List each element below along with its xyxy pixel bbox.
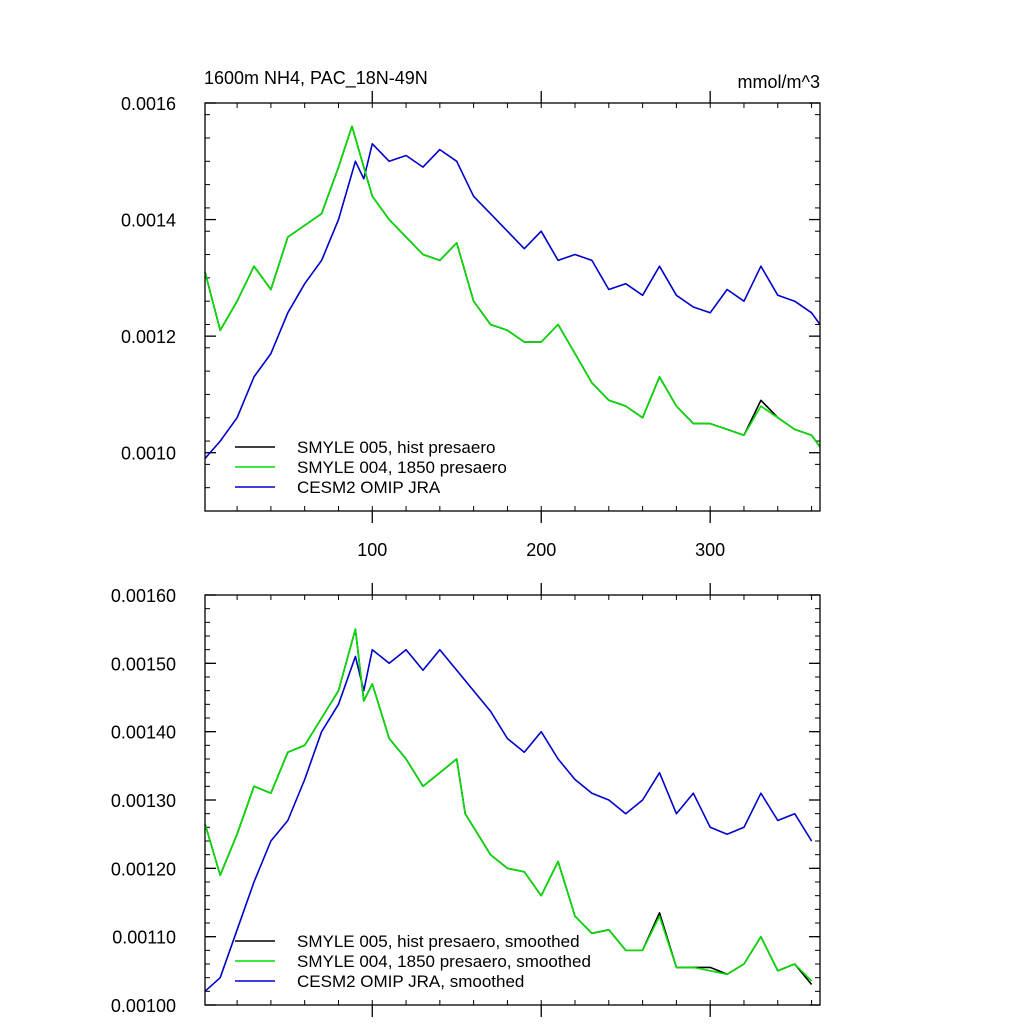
y-tick-label: 0.00130 xyxy=(111,791,176,811)
y-tick-label: 0.00150 xyxy=(111,654,176,674)
bottom-plot-frame xyxy=(204,594,821,1006)
legend-label-1: SMYLE 004, 1850 presaero, smoothed xyxy=(297,952,591,971)
legend-label-2: CESM2 OMIP JRA xyxy=(297,478,441,497)
bottom-panel: 0.00100 0.00110 0.00120 0.00130 0.00140 0.001… xyxy=(111,583,821,1017)
legend-label-0: SMYLE 005, hist presaero xyxy=(297,438,495,457)
x-tick-label: 100 xyxy=(357,540,387,560)
top-panel-title: 1600m NH4, PAC_18N-49N xyxy=(204,68,428,89)
bottom-panel-series xyxy=(204,628,813,992)
series-line-1 xyxy=(204,628,813,982)
top-panel-series xyxy=(204,125,821,460)
y-tick-label: 0.00120 xyxy=(111,859,176,879)
x-tick-label: 200 xyxy=(526,540,556,560)
series-line-2 xyxy=(204,143,821,460)
bottom-panel-legend: SMYLE 005, hist presaero, smoothedSMYLE … xyxy=(235,932,591,991)
legend-label-0: SMYLE 005, hist presaero, smoothed xyxy=(297,932,580,951)
y-tick-label: 0.0014 xyxy=(121,211,176,231)
y-tick-label: 0.0010 xyxy=(121,444,176,464)
top-panel-units: mmol/m^3 xyxy=(738,72,820,92)
series-line-1 xyxy=(204,125,821,448)
top-panel-ticks: 0.0010 0.0012 0.0014 0.0016 100 200 300 xyxy=(121,91,820,560)
legend-label-2: CESM2 OMIP JRA, smoothed xyxy=(297,972,524,991)
x-tick-label: 300 xyxy=(695,540,725,560)
top-plot-frame xyxy=(204,102,821,512)
series-line-2 xyxy=(204,648,813,992)
top-panel: 1600m NH4, PAC_18N-49N mmol/m^3 0.00100.… xyxy=(121,68,821,560)
y-tick-label: 0.00160 xyxy=(111,586,176,606)
y-tick-label: 0.0012 xyxy=(121,327,176,347)
y-tick-label: 0.0016 xyxy=(121,94,176,114)
y-tick-label: 0.00100 xyxy=(111,996,176,1016)
legend-label-1: SMYLE 004, 1850 presaero xyxy=(297,458,507,477)
y-tick-label: 0.00110 xyxy=(112,928,176,948)
y-tick-label: 0.00140 xyxy=(111,723,176,743)
